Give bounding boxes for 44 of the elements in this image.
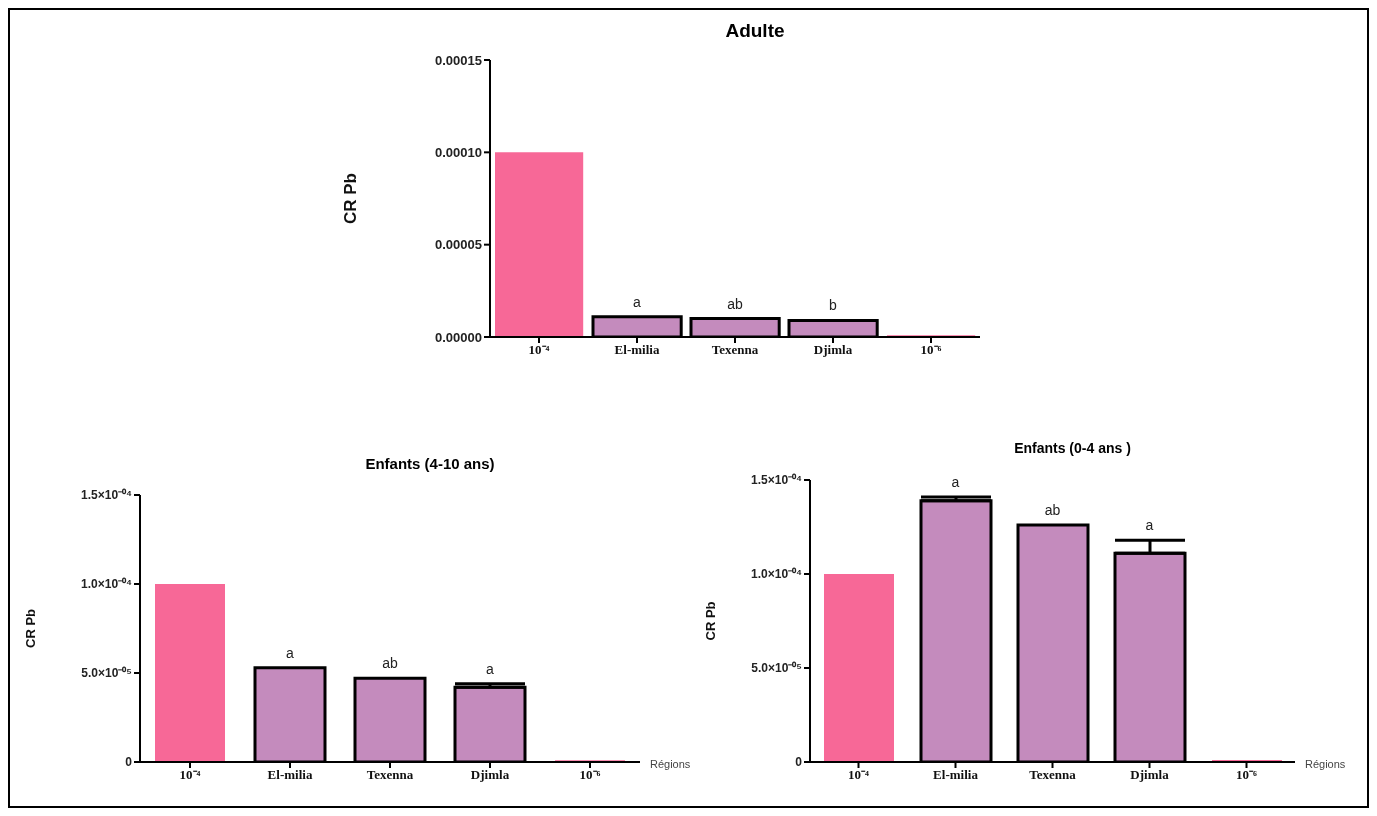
chart-title: Enfants (0-4 ans ) (1013, 440, 1132, 456)
x-tick-label: 10⁻⁴ (848, 767, 870, 783)
y-axis-title: CR Pb (702, 601, 718, 641)
annotation: a (286, 644, 295, 661)
x-tick-label: 10⁻⁶ (1236, 767, 1258, 783)
y-tick-label: 1.5×10⁻⁰⁴ (81, 488, 133, 503)
y-tick-label: 0.00005 (435, 237, 482, 253)
y-tick-label: 1.0×10⁻⁰⁴ (81, 577, 133, 592)
x-tick-label: Texenna (366, 767, 414, 783)
x-tick-label: Djimla (470, 767, 510, 783)
x-tick-label: Texenna (1029, 767, 1077, 783)
y-tick-label: 5.0×10⁻⁰⁵ (81, 666, 132, 681)
chart-title: Enfants (4-10 ans) (364, 455, 496, 472)
y-tick-label: 1.0×10⁻⁰⁴ (751, 567, 803, 582)
x-tick-label: Texenna (711, 342, 759, 358)
annotation: a (633, 293, 642, 310)
annotation: a (1145, 517, 1154, 534)
chart-title: Adulte (724, 20, 786, 42)
x-tick-label: Djimla (813, 342, 853, 358)
x-tick-label: El-milia (267, 767, 313, 783)
annotation: a (951, 473, 960, 490)
x-tick-label: 10⁻⁶ (579, 767, 601, 783)
x-tick-label: Djimla (1130, 767, 1170, 783)
x-axis-title: Régions (650, 757, 691, 770)
y-axis-title: CR Pb (341, 173, 361, 224)
y-axis-title: CR Pb (22, 608, 38, 648)
x-axis-title: Régions (1305, 757, 1346, 770)
y-tick-label: 0.00015 (435, 52, 482, 68)
y-tick-label: 0.00010 (435, 144, 482, 160)
y-tick-label: 0 (795, 755, 803, 770)
x-tick-label: El-milia (614, 342, 660, 358)
x-tick-label: 10⁻⁶ (920, 342, 942, 358)
y-tick-label: 1.5×10⁻⁰⁴ (751, 473, 803, 488)
y-tick-label: 0 (125, 755, 133, 770)
annotation: ab (1044, 502, 1061, 519)
y-tick-label: 0.00000 (435, 329, 482, 345)
annotation: ab (382, 655, 398, 672)
x-tick-label: 10⁻⁴ (528, 342, 550, 358)
y-tick-label: 5.0×10⁻⁰⁵ (751, 661, 802, 676)
annotation: a (486, 660, 495, 677)
annotation: ab (727, 295, 743, 312)
x-tick-label: 10⁻⁴ (179, 767, 201, 783)
annotation: b (829, 297, 838, 314)
x-tick-label: El-milia (933, 767, 979, 783)
